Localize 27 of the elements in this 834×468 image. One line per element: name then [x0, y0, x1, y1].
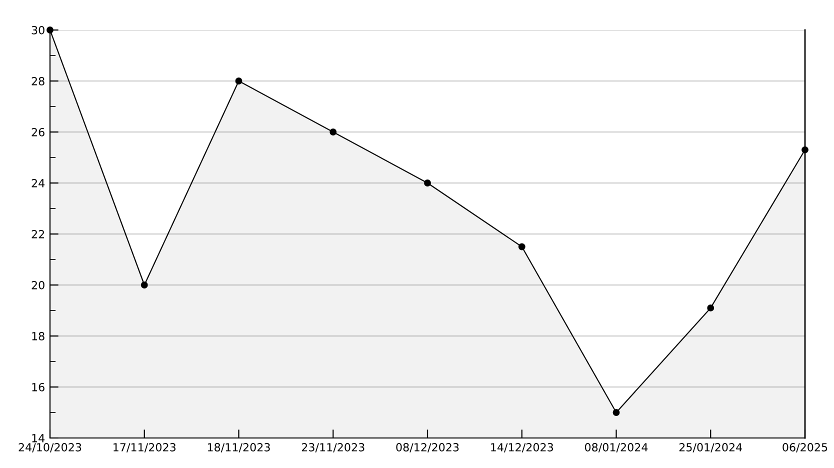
x-tick-label: 17/11/2023 [114, 443, 176, 452]
y-tick-label: 28 [32, 76, 44, 86]
point [518, 243, 526, 250]
x-tick-label: 25/01/2024 [679, 443, 742, 452]
y-tick-label: 26 [32, 128, 44, 136]
point [140, 282, 148, 288]
y-tick-label: 20 [32, 280, 44, 290]
y-tick-label: 22 [32, 230, 44, 238]
point [424, 180, 431, 186]
point [330, 128, 337, 136]
point [46, 26, 54, 34]
y-tick-label: 16 [32, 382, 44, 392]
point [802, 146, 808, 154]
point [235, 78, 242, 84]
point [612, 409, 620, 416]
x-tick-label: 14/12/2023 [491, 443, 554, 452]
x-tick-label: 08/12/2023 [396, 443, 459, 452]
x-tick-label: 23/11/2023 [302, 443, 364, 452]
x-tick-label: 06/2025 [782, 443, 828, 452]
y-tick-label: 14 [32, 434, 45, 442]
point [707, 304, 714, 312]
x-tick-label: 18/11/2023 [208, 443, 270, 452]
y-tick-label: 24 [32, 178, 45, 188]
x-tick-label: 08/01/2024 [584, 443, 648, 452]
y-tick-label: 18 [32, 332, 44, 340]
x-tick-label: 24/10/2023 [18, 443, 82, 452]
y-tick-label: 30 [32, 26, 44, 34]
